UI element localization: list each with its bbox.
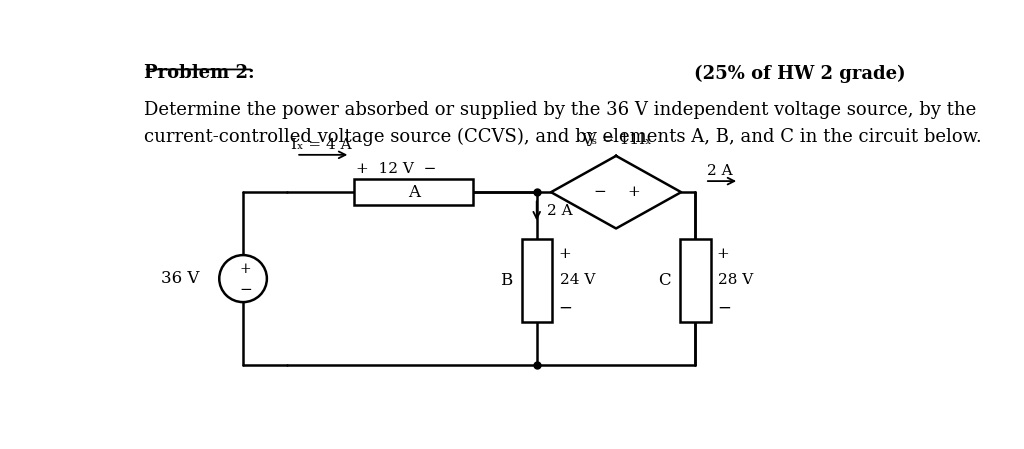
Text: current-controlled voltage source (CCVS), and by elements A, B, and C in the cir: current-controlled voltage source (CCVS)… (143, 128, 982, 146)
Text: 36 V: 36 V (161, 270, 200, 287)
Text: 28 V: 28 V (719, 273, 754, 287)
Ellipse shape (219, 255, 267, 302)
Text: −: − (594, 185, 606, 199)
Text: +: + (717, 247, 730, 261)
Text: +  12 V  −: + 12 V − (355, 162, 436, 176)
Text: A: A (408, 184, 420, 201)
Text: 2 A: 2 A (708, 164, 733, 178)
Text: B: B (500, 272, 512, 289)
Text: +: + (627, 185, 640, 199)
Bar (680, 239, 711, 322)
Text: −: − (239, 283, 252, 297)
Text: Iₓ = 4 A: Iₓ = 4 A (291, 138, 351, 153)
Text: 24 V: 24 V (560, 273, 595, 287)
Bar (354, 179, 473, 205)
Text: C: C (658, 272, 671, 289)
Text: Vₛ = 11Iₓ: Vₛ = 11Iₓ (581, 133, 651, 147)
Text: +: + (240, 262, 251, 276)
Text: Determine the power absorbed or supplied by the 36 V independent voltage source,: Determine the power absorbed or supplied… (143, 101, 976, 119)
Text: 2 A: 2 A (547, 204, 572, 218)
Text: +: + (558, 247, 571, 261)
Text: (25% of HW 2 grade): (25% of HW 2 grade) (694, 64, 905, 83)
Bar (521, 239, 552, 322)
Text: −: − (558, 299, 572, 317)
Text: Problem 2:: Problem 2: (143, 64, 255, 82)
Polygon shape (551, 156, 681, 229)
Text: −: − (717, 299, 731, 317)
